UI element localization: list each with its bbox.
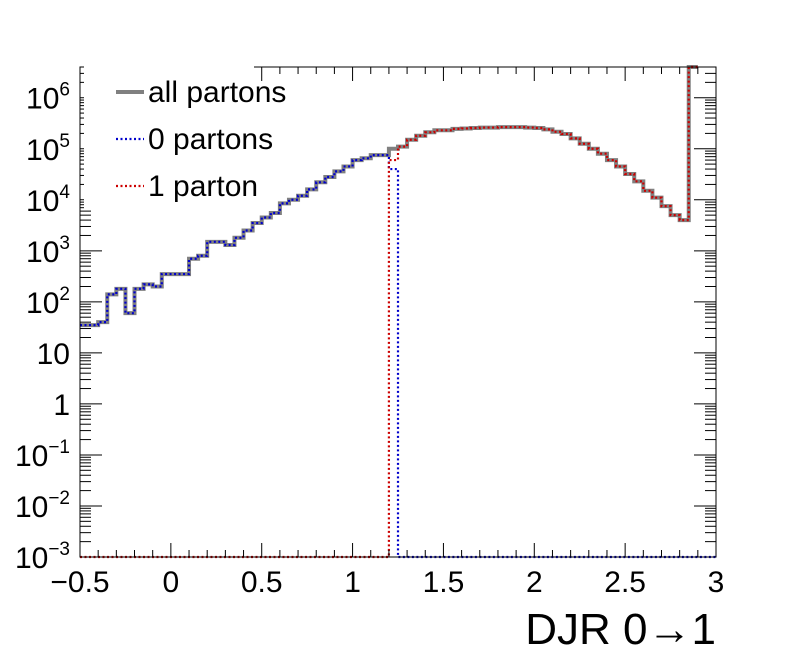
x-tick-label: 3	[708, 566, 725, 599]
y-tick-label: 106	[26, 80, 70, 116]
y-tick-label: 102	[26, 284, 70, 320]
series-line-all-partons	[80, 65, 698, 328]
x-axis-title: DJR 0→1	[525, 605, 716, 654]
y-tick-label: 103	[26, 233, 70, 269]
y-tick-label: 10	[37, 338, 70, 371]
y-tick-label: 104	[26, 182, 70, 218]
x-tick-label: −0.5	[50, 566, 109, 599]
y-tick-label: 10−3	[15, 539, 70, 575]
x-tick-label: 0.5	[241, 566, 283, 599]
x-tick-label: 2	[526, 566, 543, 599]
plot-frame	[79, 66, 717, 558]
legend: all partons 0 partons 1 parton	[84, 66, 286, 210]
legend-label-0-partons: 0 partons	[148, 123, 273, 156]
x-tick-label: 1	[344, 566, 361, 599]
legend-label-all-partons: all partons	[148, 76, 286, 109]
legend-background	[84, 66, 254, 210]
series-line-1-parton	[80, 65, 698, 559]
y-tick-label: 10−1	[15, 437, 70, 473]
y-tick-labels: 10−3 10−2 10−1 1 10 102 103 104 105 106	[15, 80, 70, 575]
legend-label-1-parton: 1 parton	[148, 170, 258, 203]
series-line-0-partons	[80, 154, 716, 559]
y-tick-label: 1	[53, 389, 70, 422]
series-layer	[80, 65, 716, 559]
x-tick-label: 2.5	[604, 566, 646, 599]
y-tick-label: 105	[26, 131, 70, 167]
x-tick-label: 0	[163, 566, 180, 599]
x-tick-label: 1.5	[423, 566, 465, 599]
y-tick-label: 10−2	[15, 488, 70, 524]
x-tick-labels: −0.5 0 0.5 1 1.5 2 2.5 3	[50, 566, 724, 599]
